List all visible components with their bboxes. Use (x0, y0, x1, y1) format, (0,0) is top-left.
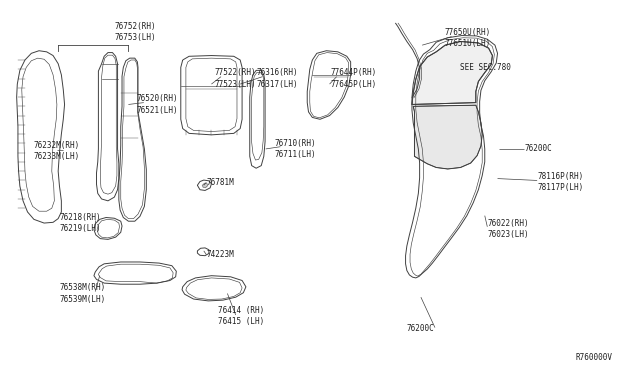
Text: 78116P(RH)
78117P(LH): 78116P(RH) 78117P(LH) (537, 172, 584, 192)
Polygon shape (202, 183, 207, 187)
Text: 76520(RH)
76521(LH): 76520(RH) 76521(LH) (137, 94, 179, 115)
Polygon shape (410, 38, 494, 276)
Polygon shape (250, 70, 265, 168)
Polygon shape (186, 278, 242, 299)
Text: 77522(RH)
77523(LH): 77522(RH) 77523(LH) (214, 68, 256, 89)
Text: 76538M(RH)
76539M(LH): 76538M(RH) 76539M(LH) (60, 283, 106, 304)
Polygon shape (252, 73, 264, 160)
Polygon shape (100, 55, 117, 194)
Text: SEE SEC.780: SEE SEC.780 (461, 63, 511, 72)
Text: 77650U(RH)
77651U(LH): 77650U(RH) 77651U(LH) (445, 28, 491, 48)
Text: R760000V: R760000V (575, 353, 612, 362)
Polygon shape (94, 262, 176, 284)
Text: 76316(RH)
76317(LH): 76316(RH) 76317(LH) (256, 68, 298, 89)
Text: 76781M: 76781M (206, 178, 234, 187)
Text: 77644P(RH)
77645P(LH): 77644P(RH) 77645P(LH) (330, 68, 376, 89)
Text: 76200C: 76200C (406, 324, 434, 333)
Polygon shape (17, 51, 65, 223)
Text: 76022(RH)
76023(LH): 76022(RH) 76023(LH) (487, 219, 529, 239)
Polygon shape (413, 105, 482, 169)
Polygon shape (94, 218, 122, 239)
Text: 76710(RH)
76711(LH): 76710(RH) 76711(LH) (274, 139, 316, 159)
Polygon shape (197, 180, 211, 190)
Text: 74223M: 74223M (206, 250, 234, 259)
Polygon shape (99, 264, 173, 283)
Polygon shape (186, 58, 237, 132)
Text: 76232M(RH)
76233M(LH): 76232M(RH) 76233M(LH) (34, 141, 80, 161)
Polygon shape (119, 58, 147, 221)
Polygon shape (182, 276, 246, 301)
Polygon shape (22, 58, 57, 211)
Polygon shape (310, 52, 349, 118)
Polygon shape (197, 248, 209, 256)
Text: 76200C: 76200C (524, 144, 552, 153)
Polygon shape (97, 52, 119, 201)
Text: 76218(RH)
76219(LH): 76218(RH) 76219(LH) (60, 213, 101, 233)
Polygon shape (121, 60, 145, 219)
Text: 76752(RH)
76753(LH): 76752(RH) 76753(LH) (115, 22, 156, 42)
Polygon shape (97, 219, 120, 238)
Polygon shape (412, 41, 492, 105)
Polygon shape (307, 51, 351, 119)
Text: 76414 (RH)
76415 (LH): 76414 (RH) 76415 (LH) (218, 306, 264, 326)
Polygon shape (180, 55, 242, 135)
Polygon shape (406, 36, 497, 278)
